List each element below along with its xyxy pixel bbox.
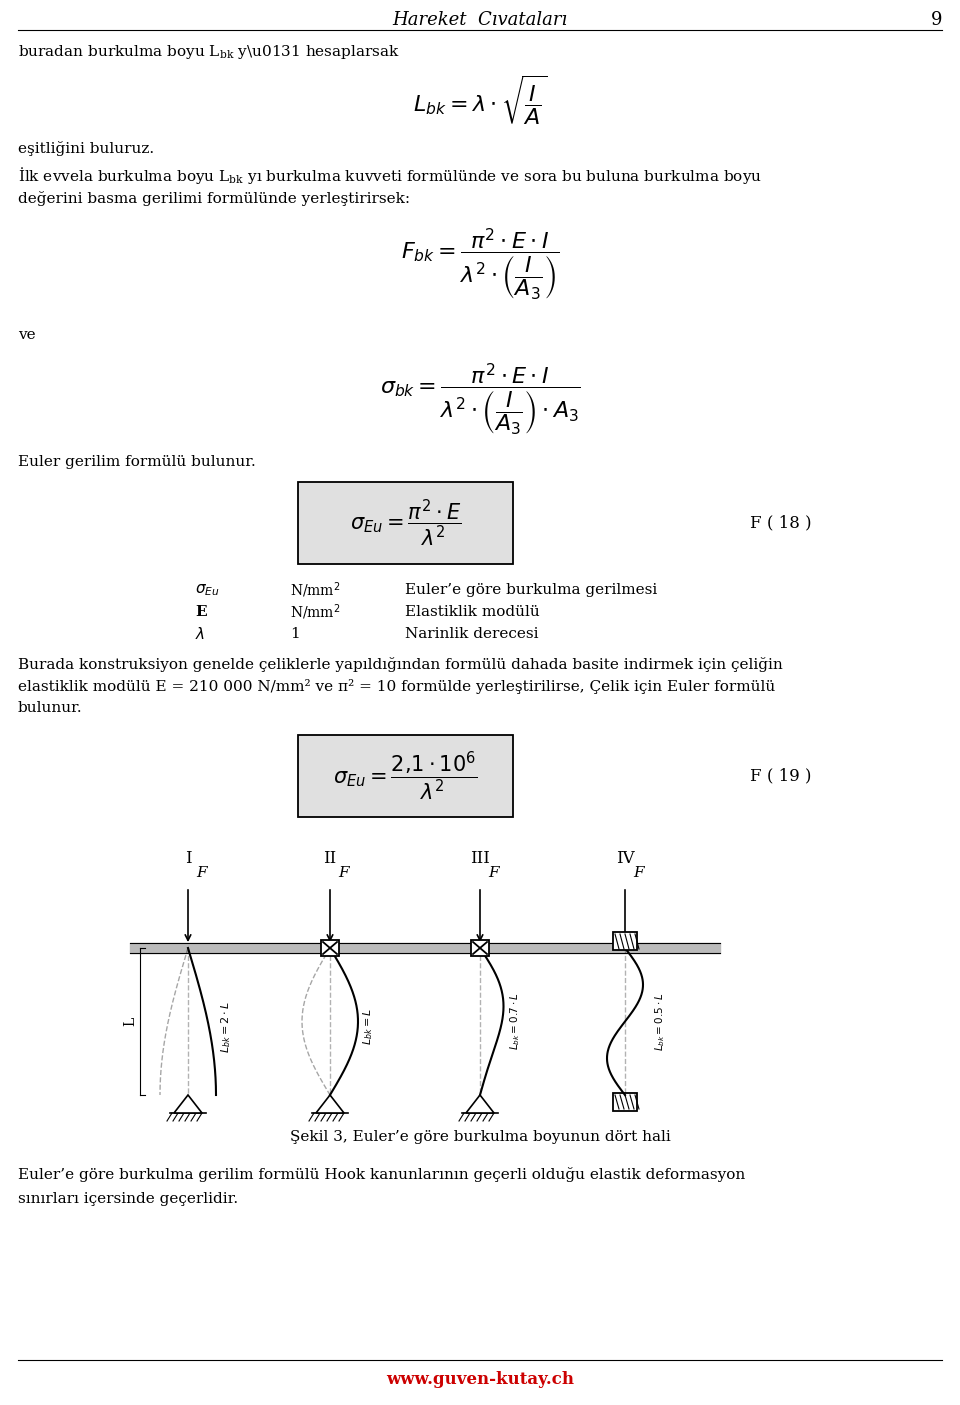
Text: $L_{bk}= 0.7 \cdot L$: $L_{bk}= 0.7 \cdot L$ [508, 992, 522, 1051]
Bar [321, 940, 339, 955]
Bar [613, 932, 637, 950]
Text: IV: IV [615, 850, 635, 867]
Text: $F_{bk} = \dfrac{\pi^2 \cdot E \cdot I}{\lambda^2 \cdot \left(\dfrac{I}{A_3}\rig: $F_{bk} = \dfrac{\pi^2 \cdot E \cdot I}{… [401, 228, 559, 303]
Text: elastiklik modülü E = 210 000 N/mm² ve π² = 10 formülde yerleştirilirse, Çelik i: elastiklik modülü E = 210 000 N/mm² ve π… [18, 679, 776, 694]
Text: Euler gerilim formülü bulunur.: Euler gerilim formülü bulunur. [18, 455, 255, 469]
Text: 1: 1 [290, 627, 300, 641]
Bar [613, 1093, 637, 1111]
Text: Hareket  Cıvataları: Hareket Cıvataları [393, 11, 567, 30]
Text: F: F [338, 865, 348, 880]
Polygon shape [174, 1094, 202, 1113]
Text: 9: 9 [930, 11, 942, 30]
Bar [298, 482, 513, 563]
Text: N/mm$^2$: N/mm$^2$ [290, 603, 341, 622]
Text: L: L [123, 1017, 137, 1026]
Text: $L_{bk}= L$: $L_{bk}= L$ [361, 1007, 375, 1045]
Text: F: F [488, 865, 498, 880]
Text: F ( 18 ): F ( 18 ) [750, 514, 811, 531]
Text: Euler’e göre burkulma gerilmesi: Euler’e göre burkulma gerilmesi [405, 583, 658, 597]
Text: III: III [470, 850, 490, 867]
Text: II: II [324, 850, 337, 867]
Text: $\sigma_{Eu} = \dfrac{\pi^2 \cdot E}{\lambda^2}$: $\sigma_{Eu} = \dfrac{\pi^2 \cdot E}{\la… [349, 497, 461, 549]
Text: I: I [184, 850, 191, 867]
Text: bulunur.: bulunur. [18, 701, 83, 715]
Text: İlk evvela burkulma boyu L$_{\mathregular{bk}}$ yı burkulma kuvveti formülünde v: İlk evvela burkulma boyu L$_{\mathregula… [18, 164, 762, 185]
Text: ve: ve [18, 327, 36, 341]
Text: Euler’e göre burkulma gerilim formülü Hook kanunlarının geçerli olduğu elastik d: Euler’e göre burkulma gerilim formülü Ho… [18, 1168, 745, 1183]
Bar [298, 735, 513, 816]
Text: $\sigma_{Eu} = \dfrac{2{,}1 \cdot 10^6}{\lambda^2}$: $\sigma_{Eu} = \dfrac{2{,}1 \cdot 10^6}{… [333, 749, 478, 802]
Text: $\lambda$: $\lambda$ [195, 627, 205, 642]
Text: buradan burkulma boyu L$_{\mathregular{bk}}$ y\u0131 hesaplarsak: buradan burkulma boyu L$_{\mathregular{b… [18, 44, 400, 60]
Text: eşitliğini buluruz.: eşitliğini buluruz. [18, 140, 155, 156]
Text: F ( 19 ): F ( 19 ) [750, 767, 811, 784]
Text: F: F [196, 865, 206, 880]
Polygon shape [466, 1094, 494, 1113]
Text: sınırları içersinde geçerlidir.: sınırları içersinde geçerlidir. [18, 1191, 238, 1205]
Text: $L_{bk} = \lambda \cdot \sqrt{\dfrac{I}{A}}$: $L_{bk} = \lambda \cdot \sqrt{\dfrac{I}{… [413, 73, 547, 126]
Polygon shape [316, 1094, 344, 1113]
Text: E: E [195, 606, 206, 620]
Text: Elastiklik modülü: Elastiklik modülü [405, 606, 540, 620]
Text: Burada konstruksiyon genelde çeliklerle yapıldığından formülü dahada basite indi: Burada konstruksiyon genelde çeliklerle … [18, 656, 782, 672]
Text: $\sigma_{bk} = \dfrac{\pi^2 \cdot E \cdot I}{\lambda^2 \cdot \left(\dfrac{I}{A_3: $\sigma_{bk} = \dfrac{\pi^2 \cdot E \cdo… [379, 362, 581, 438]
Text: Şekil 3, Euler’e göre burkulma boyunun dört hali: Şekil 3, Euler’e göre burkulma boyunun d… [290, 1130, 670, 1144]
Text: N/mm$^2$: N/mm$^2$ [290, 580, 341, 600]
Text: www.guven-kutay.ch: www.guven-kutay.ch [386, 1371, 574, 1388]
Text: F: F [633, 865, 643, 880]
Text: $L_{bk}= 0.5 \cdot L$: $L_{bk}= 0.5 \cdot L$ [653, 992, 667, 1051]
Text: Narinlik derecesi: Narinlik derecesi [405, 627, 539, 641]
Text: $L_{bk}= 2 \cdot L$: $L_{bk}= 2 \cdot L$ [219, 1000, 233, 1052]
Text: $\sigma_{Eu}$: $\sigma_{Eu}$ [195, 582, 220, 599]
Bar [471, 940, 489, 955]
Text: değerini basma gerilimi formülünde yerleştirirsek:: değerini basma gerilimi formülünde yerle… [18, 191, 410, 205]
